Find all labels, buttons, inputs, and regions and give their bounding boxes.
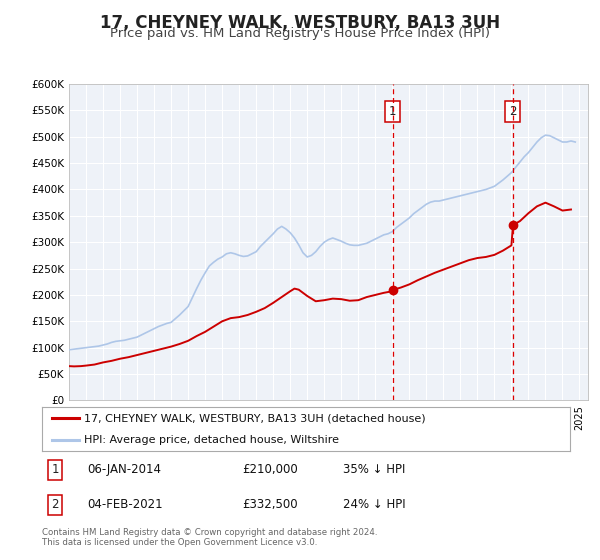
Text: 35% ↓ HPI: 35% ↓ HPI: [343, 463, 406, 477]
Text: £210,000: £210,000: [242, 463, 298, 477]
Text: £332,500: £332,500: [242, 498, 298, 511]
Text: 2: 2: [52, 498, 59, 511]
Text: 2: 2: [509, 105, 517, 118]
Text: 1: 1: [52, 463, 59, 477]
Text: 1: 1: [389, 105, 397, 118]
Text: HPI: Average price, detached house, Wiltshire: HPI: Average price, detached house, Wilt…: [84, 435, 339, 445]
Text: This data is licensed under the Open Government Licence v3.0.: This data is licensed under the Open Gov…: [42, 538, 317, 547]
Text: 17, CHEYNEY WALK, WESTBURY, BA13 3UH: 17, CHEYNEY WALK, WESTBURY, BA13 3UH: [100, 14, 500, 32]
Text: 17, CHEYNEY WALK, WESTBURY, BA13 3UH (detached house): 17, CHEYNEY WALK, WESTBURY, BA13 3UH (de…: [84, 413, 426, 423]
Text: 04-FEB-2021: 04-FEB-2021: [87, 498, 163, 511]
Text: Price paid vs. HM Land Registry's House Price Index (HPI): Price paid vs. HM Land Registry's House …: [110, 27, 490, 40]
Text: 24% ↓ HPI: 24% ↓ HPI: [343, 498, 406, 511]
Text: Contains HM Land Registry data © Crown copyright and database right 2024.: Contains HM Land Registry data © Crown c…: [42, 528, 377, 536]
Text: 06-JAN-2014: 06-JAN-2014: [87, 463, 161, 477]
